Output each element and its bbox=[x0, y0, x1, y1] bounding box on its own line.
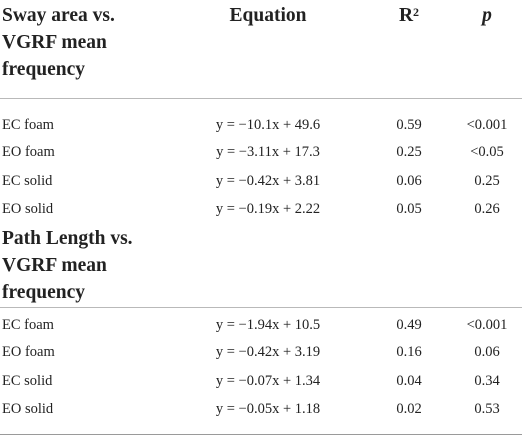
s1-row2-equation: y = −3.11x + 17.3 bbox=[216, 144, 320, 160]
header-col1-line2: VGRF mean bbox=[2, 32, 107, 53]
s1-row3-r2: 0.06 bbox=[396, 173, 422, 189]
s2-row3-label: EC solid bbox=[2, 373, 53, 389]
s2-row3-equation: y = −0.07x + 1.34 bbox=[215, 373, 321, 389]
s1-row4-equation: y = −0.19x + 2.22 bbox=[215, 201, 321, 217]
header-r2-base: R bbox=[398, 5, 414, 26]
s2-row1-p: <0.001 bbox=[466, 317, 508, 333]
s2-row2-p: 0.06 bbox=[474, 344, 500, 360]
s1-row3-equation: y = −0.42x + 3.81 bbox=[215, 173, 321, 189]
table-bottom-rule bbox=[0, 434, 522, 435]
s1-row1-r2: 0.59 bbox=[396, 117, 422, 133]
s2-row1-r2: 0.49 bbox=[396, 317, 422, 333]
s1-row3-label: EC solid bbox=[2, 173, 53, 189]
header-r2: R2 bbox=[374, 2, 444, 29]
s1-row4-r2: 0.05 bbox=[396, 201, 422, 217]
s1-row3-p: 0.25 bbox=[474, 173, 500, 189]
section2-title-line2: VGRF mean bbox=[2, 255, 107, 276]
s2-row3-r2: 0.04 bbox=[396, 373, 422, 389]
s2-row1-equation: y = −1.94x + 10.5 bbox=[215, 317, 321, 333]
s1-row1-equation: y = −10.1x + 49.6 bbox=[215, 117, 321, 133]
section2-title-line3: frequency bbox=[2, 282, 86, 303]
header-rule bbox=[0, 98, 522, 99]
s1-row2-p: <0.05 bbox=[470, 144, 504, 160]
section2-rule bbox=[0, 307, 522, 308]
section2-title: Path Length vs. VGRF mean frequency bbox=[2, 225, 133, 306]
s1-row2-r2: 0.25 bbox=[396, 144, 422, 160]
s2-row4-r2: 0.02 bbox=[396, 401, 422, 417]
s1-row4-p: 0.26 bbox=[474, 201, 500, 217]
s2-row2-label: EO foam bbox=[2, 344, 55, 360]
s2-row1-label: EC foam bbox=[2, 317, 54, 333]
s2-row3-p: 0.34 bbox=[474, 373, 500, 389]
s1-row2-label: EO foam bbox=[2, 144, 55, 160]
s2-row2-equation: y = −0.42x + 3.19 bbox=[215, 344, 321, 360]
header-r2-sup: 2 bbox=[413, 5, 420, 19]
header-col1: Sway area vs. VGRF mean frequency bbox=[2, 2, 115, 83]
s1-row1-p: <0.001 bbox=[466, 117, 508, 133]
header-equation: Equation bbox=[229, 5, 307, 26]
s2-row4-p: 0.53 bbox=[474, 401, 500, 417]
section2-title-line1: Path Length vs. bbox=[2, 228, 133, 249]
header-p: p bbox=[482, 5, 492, 26]
s1-row1-label: EC foam bbox=[2, 117, 54, 133]
s2-row4-equation: y = −0.05x + 1.18 bbox=[215, 401, 321, 417]
s1-row4-label: EO solid bbox=[2, 201, 54, 217]
header-col1-line3: frequency bbox=[2, 59, 86, 80]
header-col1-line1: Sway area vs. bbox=[2, 5, 115, 26]
s2-row4-label: EO solid bbox=[2, 401, 54, 417]
s2-row2-r2: 0.16 bbox=[396, 344, 422, 360]
